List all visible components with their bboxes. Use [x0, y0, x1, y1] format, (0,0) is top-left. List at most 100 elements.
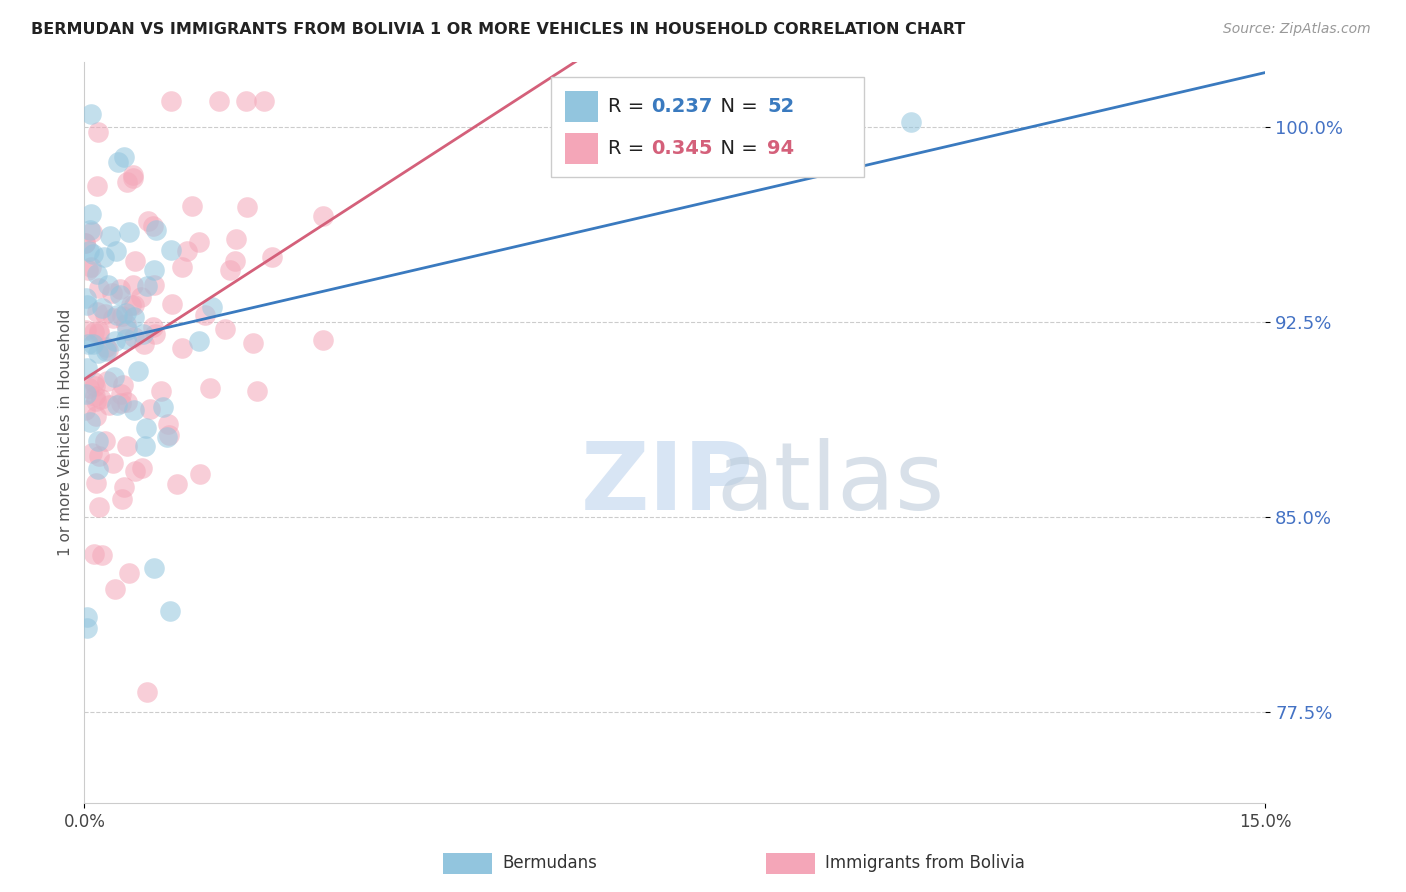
Point [149, 384, 172, 399]
Point [172, 260, 194, 274]
Point [79, 415, 101, 429]
Point [131, 461, 153, 475]
Point [82, 246, 104, 260]
Point [112, 150, 135, 164]
Text: Source: ZipAtlas.com: Source: ZipAtlas.com [1223, 22, 1371, 37]
Point [187, 235, 209, 249]
Point [176, 244, 198, 258]
Text: R =: R = [607, 96, 650, 116]
Point [124, 253, 146, 268]
Point [111, 309, 134, 323]
Point [152, 400, 174, 414]
Point [87, 462, 110, 476]
Point [89, 449, 111, 463]
Point [132, 327, 155, 342]
Point [160, 297, 183, 311]
Text: N =: N = [709, 139, 763, 158]
Point [76, 621, 98, 635]
Point [246, 384, 269, 399]
Point [111, 378, 134, 392]
Point [104, 582, 127, 596]
Point [105, 398, 128, 412]
Point [225, 232, 247, 246]
Point [122, 298, 145, 312]
Point [84, 409, 107, 423]
Point [107, 154, 129, 169]
Point [200, 381, 222, 395]
Point [122, 330, 145, 344]
Point [76, 262, 98, 277]
Point [208, 95, 231, 109]
Point [77, 381, 100, 395]
Point [76, 336, 98, 351]
Point [90, 548, 112, 562]
Point [157, 417, 180, 432]
Point [236, 200, 259, 214]
Point [97, 343, 120, 357]
Point [83, 375, 105, 389]
Point [224, 253, 246, 268]
Text: 0.345: 0.345 [651, 139, 713, 158]
Point [312, 210, 335, 224]
Point [79, 222, 101, 236]
Point [194, 308, 217, 322]
Point [188, 334, 211, 348]
Point [166, 476, 188, 491]
Point [103, 311, 125, 326]
Point [90, 392, 112, 406]
Point [86, 125, 108, 139]
Point [79, 244, 101, 259]
Text: ZIP: ZIP [581, 439, 754, 531]
Text: N =: N = [709, 96, 763, 116]
Point [83, 547, 105, 561]
Point [75, 291, 97, 305]
Point [134, 439, 156, 453]
Point [132, 337, 155, 351]
Point [100, 229, 122, 244]
FancyBboxPatch shape [551, 78, 863, 178]
Point [83, 325, 105, 339]
Point [87, 326, 110, 341]
Point [143, 560, 166, 574]
Point [157, 427, 180, 442]
Point [87, 346, 110, 360]
Point [214, 322, 236, 336]
Point [129, 290, 152, 304]
Point [101, 457, 124, 471]
Point [115, 332, 138, 346]
Point [115, 175, 138, 189]
Point [136, 279, 159, 293]
Point [103, 370, 125, 384]
Point [170, 341, 193, 355]
Point [110, 282, 132, 296]
Point [143, 326, 166, 341]
Point [118, 226, 141, 240]
Point [75, 235, 97, 250]
FancyBboxPatch shape [565, 91, 598, 121]
Point [96, 374, 118, 388]
Point [80, 207, 103, 221]
Point [75, 403, 97, 417]
Point [142, 320, 165, 334]
Point [139, 401, 162, 416]
Point [80, 107, 103, 121]
Point [80, 225, 103, 239]
Point [115, 438, 138, 452]
Point [110, 395, 132, 409]
Point [159, 243, 181, 257]
Point [76, 298, 98, 312]
Point [143, 278, 166, 293]
Text: atlas: atlas [716, 439, 945, 531]
Point [89, 324, 111, 338]
Text: 94: 94 [768, 139, 794, 158]
Point [75, 235, 97, 250]
Point [93, 434, 115, 448]
Point [94, 307, 117, 321]
Point [83, 388, 105, 402]
Point [127, 364, 149, 378]
Point [84, 393, 107, 408]
Point [82, 336, 104, 351]
Point [104, 244, 127, 259]
Point [75, 323, 97, 337]
Point [142, 219, 165, 233]
